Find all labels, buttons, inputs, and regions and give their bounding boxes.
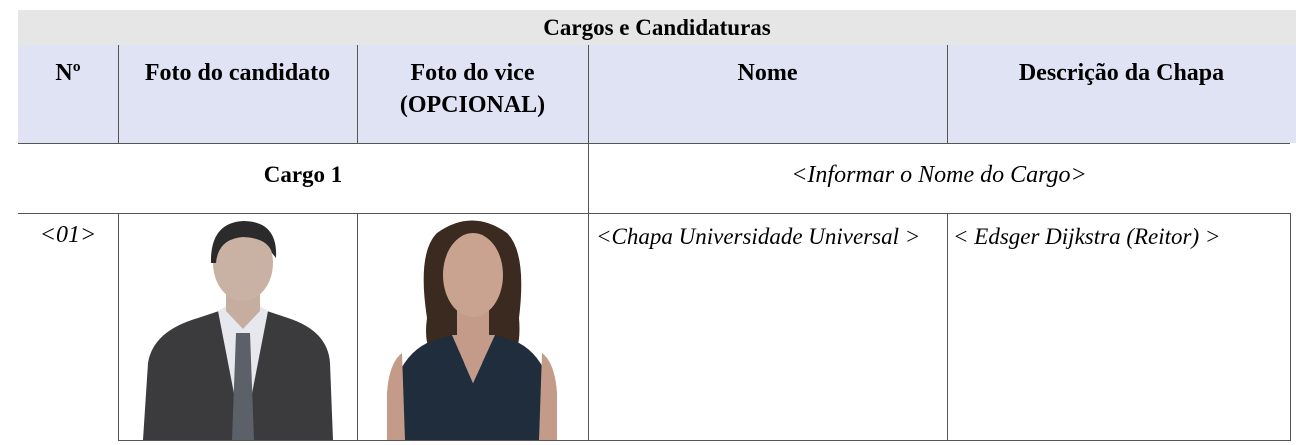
header-cell: Nº (18, 45, 118, 143)
header-cell: Foto do vice (OPCIONAL) (357, 45, 588, 143)
header-cell: Foto do candidato (118, 45, 357, 143)
cargo-label: Cargo 1 (263, 162, 343, 187)
vice-photo (387, 220, 557, 440)
candidate-number: <01> (39, 222, 97, 248)
border (118, 213, 119, 440)
border (588, 45, 589, 440)
border (947, 213, 948, 440)
border (357, 213, 358, 440)
header-cell: Nome (588, 45, 947, 143)
border (118, 440, 1291, 441)
border (18, 213, 1290, 214)
border (1290, 213, 1291, 440)
border (118, 45, 119, 143)
cargo-name: <Informar o Nome do Cargo> (791, 162, 1087, 188)
border (18, 143, 1290, 144)
slate-name: <Chapa Universidade Universal > (596, 224, 921, 249)
candidate-photo (143, 221, 333, 440)
header-cell: Descrição da Chapa (947, 45, 1296, 143)
table-title: Cargos e Candidaturas (18, 10, 1296, 45)
border (947, 45, 948, 143)
slate-description: < Edsger Dijkstra (Reitor) > (953, 224, 1221, 249)
border (357, 45, 358, 143)
